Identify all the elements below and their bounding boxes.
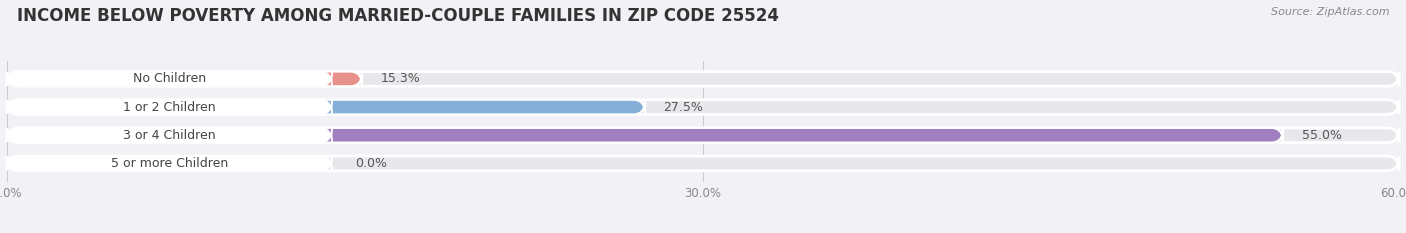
FancyBboxPatch shape [7,128,332,143]
FancyBboxPatch shape [7,72,361,86]
FancyBboxPatch shape [7,156,332,171]
Text: 0.0%: 0.0% [354,157,387,170]
Text: 3 or 4 Children: 3 or 4 Children [124,129,215,142]
Text: 5 or more Children: 5 or more Children [111,157,228,170]
FancyBboxPatch shape [7,72,332,86]
Text: 55.0%: 55.0% [1302,129,1341,142]
Text: 15.3%: 15.3% [381,72,420,86]
Text: Source: ZipAtlas.com: Source: ZipAtlas.com [1271,7,1389,17]
FancyBboxPatch shape [7,100,332,114]
FancyBboxPatch shape [7,100,1399,114]
FancyBboxPatch shape [7,128,1399,143]
FancyBboxPatch shape [7,156,1399,171]
Text: 1 or 2 Children: 1 or 2 Children [124,101,215,113]
Text: No Children: No Children [132,72,207,86]
Text: 27.5%: 27.5% [664,101,703,113]
FancyBboxPatch shape [7,100,645,114]
FancyBboxPatch shape [7,128,1284,143]
Text: INCOME BELOW POVERTY AMONG MARRIED-COUPLE FAMILIES IN ZIP CODE 25524: INCOME BELOW POVERTY AMONG MARRIED-COUPL… [17,7,779,25]
FancyBboxPatch shape [7,72,1399,86]
